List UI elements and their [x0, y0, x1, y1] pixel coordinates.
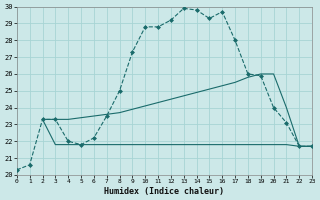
- X-axis label: Humidex (Indice chaleur): Humidex (Indice chaleur): [104, 187, 224, 196]
